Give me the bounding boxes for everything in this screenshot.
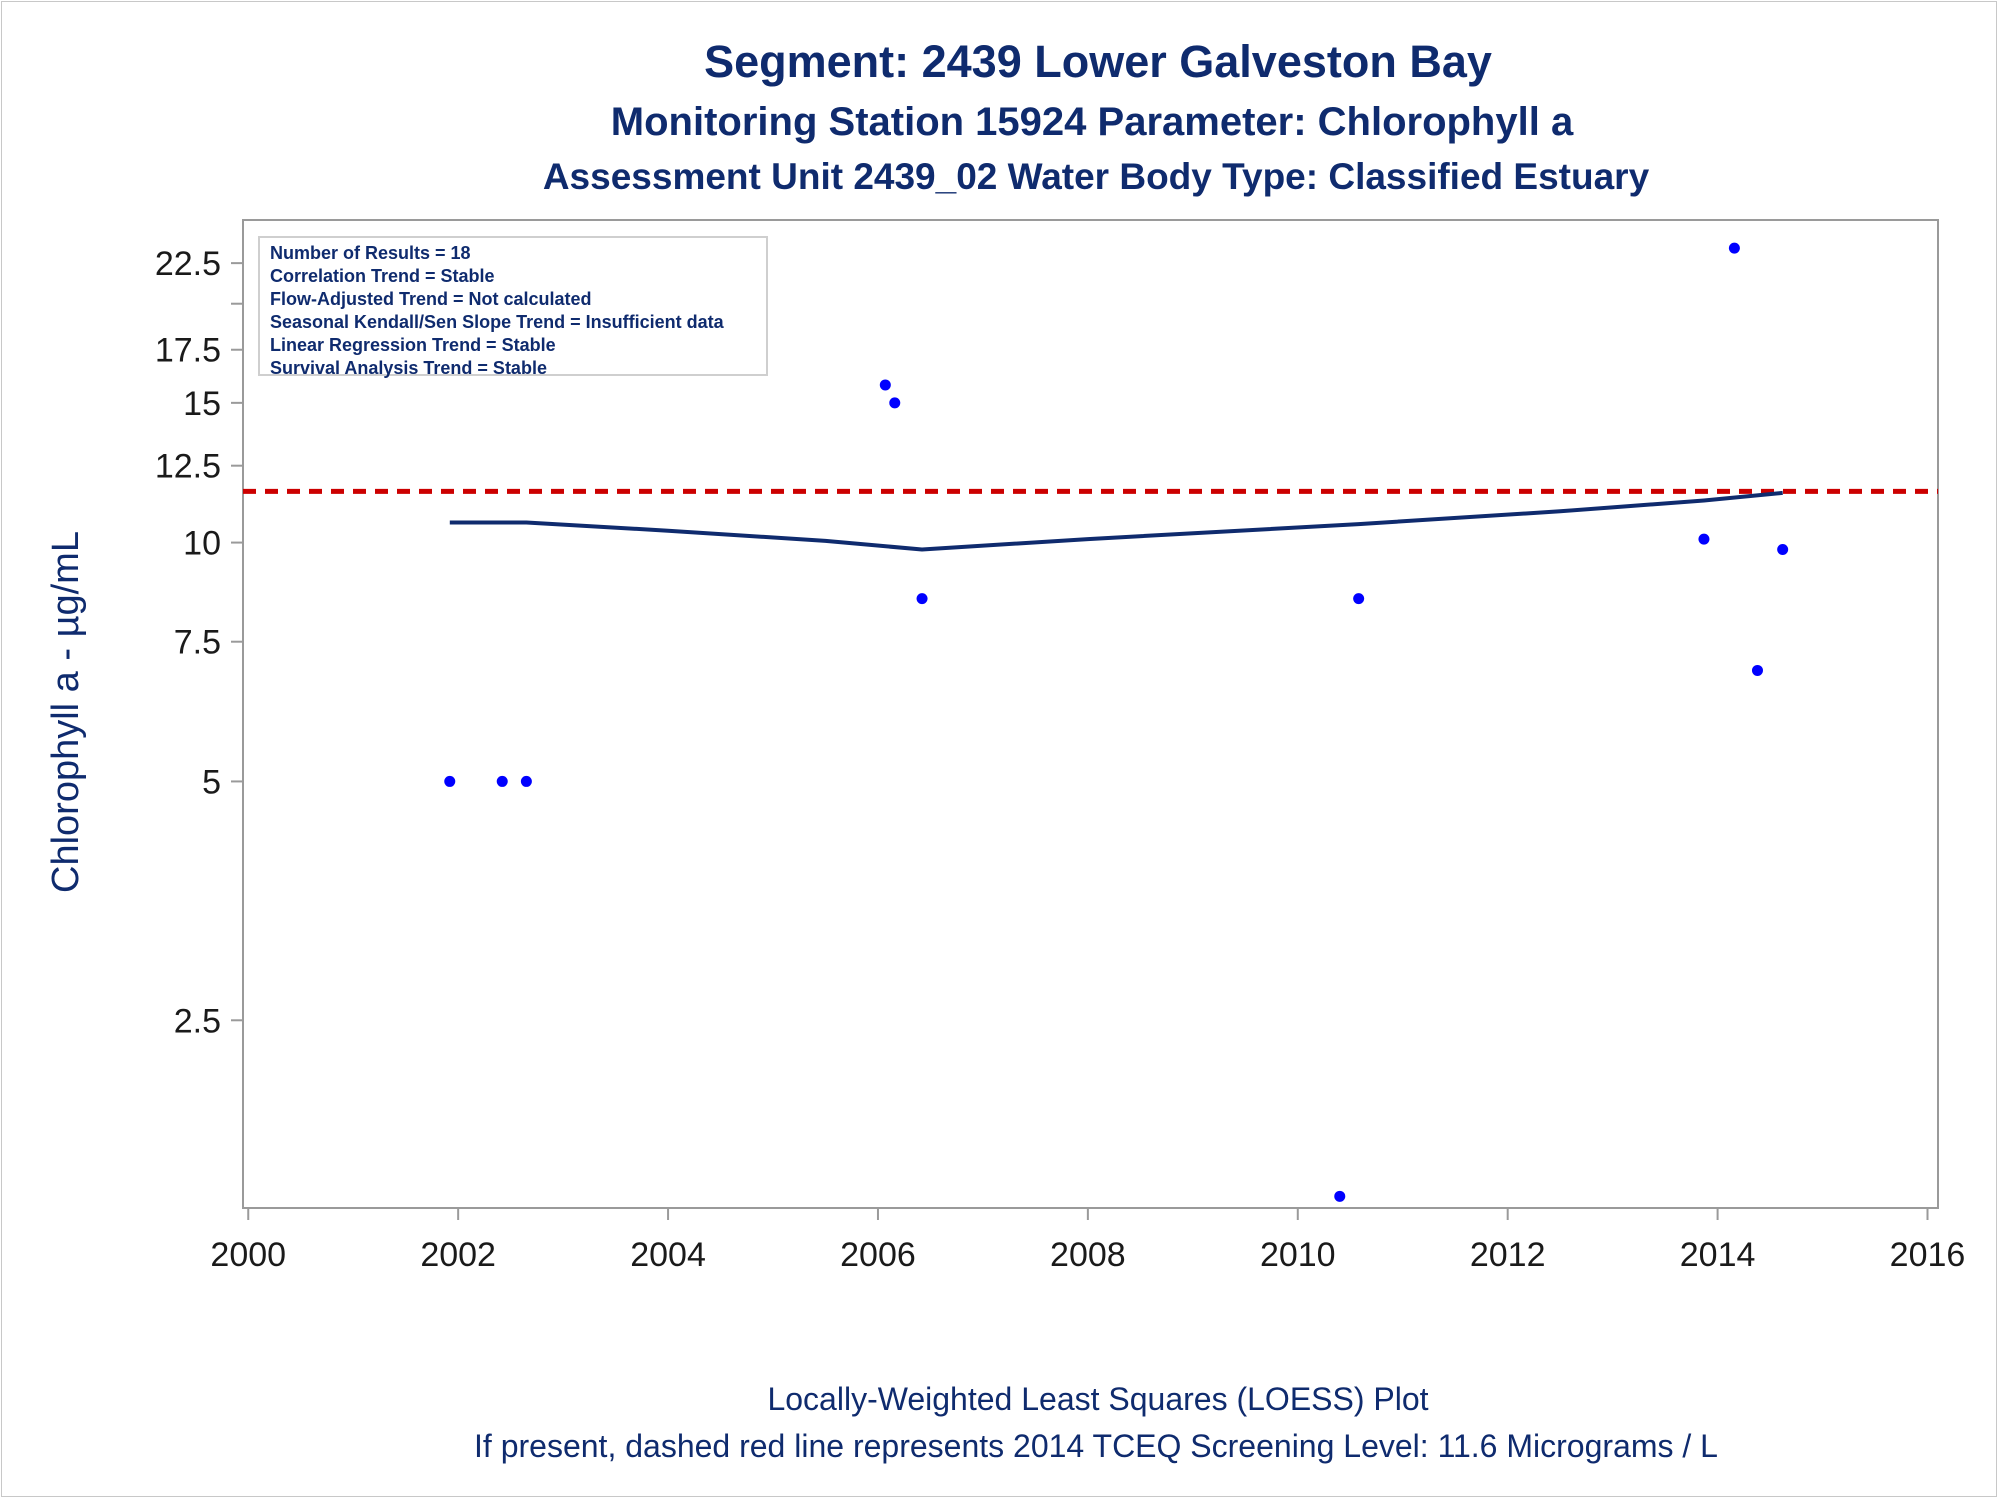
stats-box: Number of Results = 18 Correlation Trend…	[258, 236, 768, 378]
stats-line-results: Number of Results = 18	[270, 243, 471, 263]
chart-subtitle-2: Assessment Unit 2439_02 Water Body Type:…	[542, 156, 1650, 197]
stats-line-kendall: Seasonal Kendall/Sen Slope Trend = Insuf…	[270, 312, 724, 332]
y-axis-label: Chlorophyll a - µg/mL	[45, 531, 87, 893]
x-tick-label: 2000	[210, 1236, 286, 1274]
y-tick-label: 15	[183, 385, 221, 423]
data-point	[1777, 544, 1789, 556]
y-tick-label: 10	[183, 525, 221, 563]
chart-title: Segment: 2439 Lower Galveston Bay	[704, 36, 1492, 87]
x-tick-label: 2008	[1050, 1236, 1126, 1274]
x-tick-label: 2010	[1260, 1236, 1336, 1274]
data-point	[444, 775, 456, 787]
y-tick-label: 22.5	[155, 245, 221, 283]
data-point	[1728, 242, 1740, 254]
footnote-loess: Locally-Weighted Least Squares (LOESS) P…	[767, 1381, 1429, 1417]
stats-line-correlation: Correlation Trend = Stable	[270, 266, 495, 286]
data-point	[520, 775, 532, 787]
data-point	[1751, 664, 1763, 676]
y-tick-label: 2.5	[174, 1002, 221, 1040]
x-tick-label: 2006	[840, 1236, 916, 1274]
footnote-screening: If present, dashed red line represents 2…	[474, 1428, 1718, 1464]
data-point	[1334, 1190, 1346, 1202]
x-tick-label: 2016	[1890, 1236, 1966, 1274]
data-point	[879, 379, 891, 391]
data-point	[1698, 533, 1710, 545]
data-point	[916, 593, 928, 605]
stats-line-flow: Flow-Adjusted Trend = Not calculated	[270, 289, 592, 309]
y-tick-label: 5	[202, 763, 221, 801]
stats-line-survival: Survival Analysis Trend = Stable	[270, 358, 547, 378]
data-point	[889, 397, 901, 409]
y-tick-label: 12.5	[155, 448, 221, 486]
y-tick-label: 17.5	[155, 332, 221, 370]
x-tick-label: 2002	[420, 1236, 496, 1274]
x-tick-label: 2004	[630, 1236, 706, 1274]
x-tick-label: 2014	[1680, 1236, 1756, 1274]
plot-area-border	[242, 219, 1939, 1209]
stats-line-regression: Linear Regression Trend = Stable	[270, 335, 556, 355]
chart-subtitle-1: Monitoring Station 15924 Parameter: Chlo…	[610, 100, 1574, 144]
x-tick-label: 2012	[1470, 1236, 1546, 1274]
data-point	[496, 775, 508, 787]
y-tick-label: 7.5	[174, 624, 221, 662]
data-point	[1353, 593, 1365, 605]
loess-line	[449, 490, 1783, 552]
